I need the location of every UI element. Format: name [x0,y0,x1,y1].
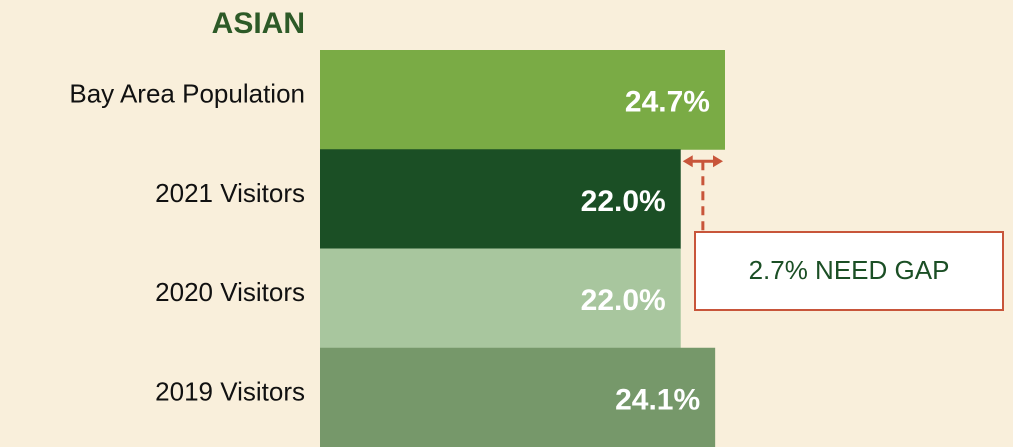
y-tick-label: 2020 Visitors [155,277,305,307]
value-label: 22.0% [581,185,666,218]
arrow-head [682,155,693,168]
bar [320,149,681,249]
arrow-head [713,155,723,168]
bar [320,248,681,349]
chart-title: ASIAN [212,7,305,40]
y-tick-label: Bay Area Population [69,79,305,109]
value-label: 24.7% [625,86,710,119]
annotation: 2.7% NEED GAP [749,255,950,285]
annotation-box [694,231,1004,311]
bar [320,347,716,447]
value-label: 22.0% [581,284,666,317]
y-tick-label: 2019 Visitors [155,376,305,406]
y-tick-label: 2021 Visitors [155,178,305,208]
bar [320,50,725,150]
value-label: 24.1% [615,383,700,416]
